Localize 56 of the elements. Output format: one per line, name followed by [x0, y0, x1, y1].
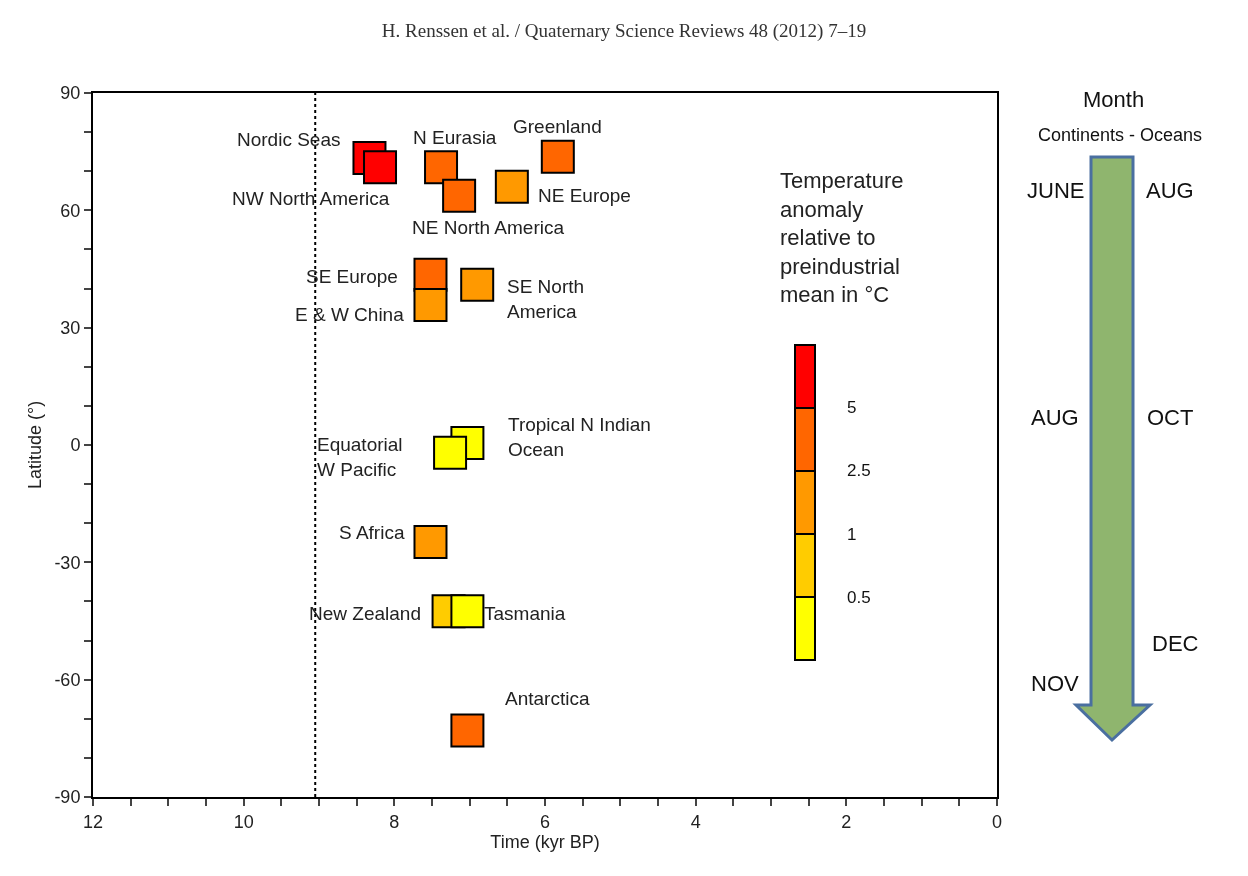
y-tick-label: -90 [54, 787, 81, 808]
x-axis-title: Time (kyr BP) [490, 831, 600, 852]
annotation: NW North America [232, 188, 390, 209]
annotation: NE North America [412, 217, 565, 238]
point [424, 150, 459, 185]
y-tick-label: 60 [60, 200, 81, 221]
point [433, 435, 468, 470]
point [460, 267, 495, 302]
annotation: 1 [847, 525, 857, 544]
y-tick-label: 30 [60, 317, 81, 338]
point [494, 169, 529, 204]
annotation: SE North America [507, 276, 585, 322]
chart-title: H. Renssen et al. / Quaternary Science Reviews 48 (2012) 7–19 [381, 19, 867, 42]
text: AUG [1146, 178, 1194, 203]
text: Continents - Oceans [1038, 125, 1203, 145]
text: DEC [1152, 631, 1199, 656]
y-tick-label: 90 [60, 83, 81, 104]
point [363, 150, 398, 185]
x-tick-label: 6 [539, 811, 551, 832]
annotation: E & W China [295, 304, 405, 325]
annotation: Antarctica [505, 688, 590, 709]
annotation: Nordic Seas [237, 129, 341, 150]
point [413, 525, 448, 559]
x-tick-label: 8 [389, 811, 400, 832]
annotation: Equatorial W Pacific [317, 434, 403, 480]
point [413, 287, 448, 322]
x-tick-label: 10 [233, 811, 254, 832]
x-tick-label: 12 [82, 811, 104, 832]
text: JUNE [1027, 178, 1085, 203]
annotation: NE Europe [538, 185, 631, 206]
annotation: N Eurasia [413, 127, 497, 148]
text: Month [1083, 87, 1145, 112]
annotation: Greenland [513, 116, 602, 137]
point [450, 713, 485, 748]
y-tick-label: -60 [54, 669, 81, 690]
text: OCT [1147, 405, 1194, 430]
point [442, 178, 477, 213]
text: NOV [1031, 671, 1079, 696]
x-tick-label: 0 [991, 811, 1003, 832]
annotation: SE Europe [306, 266, 398, 287]
color-bar-title: Temperature anomaly relative to preindustrial mean in °C [780, 168, 904, 308]
point [450, 594, 485, 629]
point [540, 139, 575, 174]
x-tick-label: 2 [841, 811, 852, 832]
y-tick-label: -30 [54, 552, 81, 573]
y-tick-label: 0 [70, 435, 81, 456]
annotation: 2.5 [847, 461, 871, 480]
annotation: Tropical N Indian Ocean [508, 414, 651, 460]
annotation: Tasmania [484, 603, 566, 624]
annotation: 5 [847, 398, 857, 417]
text: AUG [1031, 405, 1079, 430]
annotation: New Zealand [309, 603, 421, 624]
annotation: 0.5 [847, 588, 871, 607]
y-axis-title: Latitude (°) [25, 400, 46, 490]
x-tick-label: 4 [690, 811, 701, 832]
annotation: S Africa [339, 522, 405, 543]
